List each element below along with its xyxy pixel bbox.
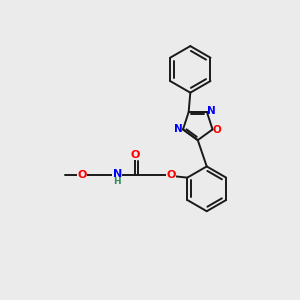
Text: O: O	[212, 125, 221, 135]
Text: H: H	[113, 177, 121, 186]
Text: O: O	[77, 170, 87, 180]
Text: O: O	[166, 170, 176, 180]
Text: O: O	[130, 150, 140, 160]
Text: N: N	[175, 124, 183, 134]
Text: N: N	[207, 106, 215, 116]
Text: N: N	[112, 169, 122, 179]
